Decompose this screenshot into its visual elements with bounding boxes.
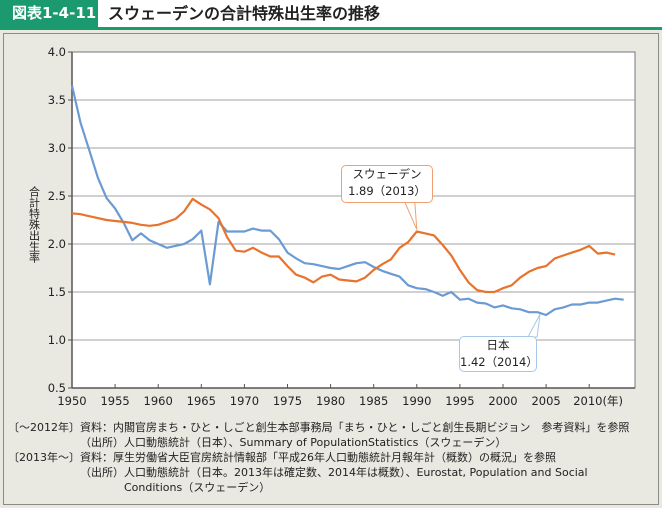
callout-sweden-label: スウェーデン xyxy=(352,167,422,181)
callout-japan-value: 1.42（2014） xyxy=(460,355,538,369)
y-axis-ticks: 4.0 3.5 3.0 2.5 2.0 1.5 1.0 0.5 xyxy=(48,45,73,395)
x-tick-label: 1985 xyxy=(359,394,388,408)
x-tick-label: 1975 xyxy=(273,394,302,408)
figure-title: スウェーデンの合計特殊出生率の推移 xyxy=(108,4,381,23)
sweden-line xyxy=(71,197,616,294)
x-tick-label: 1965 xyxy=(187,394,216,408)
x-tick-label: 1970 xyxy=(230,394,259,408)
figure-header: 図表1-4-11 スウェーデンの合計特殊出生率の推移 xyxy=(0,0,662,30)
y-tick-label: 1.5 xyxy=(48,285,66,299)
x-tick-label: 1960 xyxy=(144,394,173,408)
x-tick-label: 1990 xyxy=(402,394,431,408)
series-lines xyxy=(70,85,624,317)
x-tick-label: 1955 xyxy=(100,394,129,408)
x-tick-label: 1995 xyxy=(445,394,474,408)
y-tick-label: 4.0 xyxy=(48,45,66,59)
y-tick-label: 3.5 xyxy=(48,93,66,107)
x-tick-label: 2000 xyxy=(488,394,517,408)
callout-japan: 日本 1.42（2014） xyxy=(459,336,538,372)
callout-sweden-value: 1.89（2013） xyxy=(348,184,426,198)
y-tick-label: 2.5 xyxy=(48,189,66,203)
japan-line xyxy=(70,85,624,317)
x-axis-ticks: 1950 1955 1960 1965 1970 1975 1980 1985 1990 1995… xyxy=(57,384,635,408)
y-axis-label: 合計特殊出生率 xyxy=(28,185,41,264)
y-tick-label: 3.0 xyxy=(48,141,66,155)
callout-sweden: スウェーデン 1.89（2013） xyxy=(341,165,433,203)
y-tick-label: 0.5 xyxy=(48,381,66,395)
x-tick-label: 1950 xyxy=(57,394,86,408)
x-tick-label: 1980 xyxy=(316,394,345,408)
y-tick-label: 2.0 xyxy=(48,237,66,251)
plot-area xyxy=(71,51,636,389)
x-tick-label: 2010(年) xyxy=(573,394,623,408)
y-tick-label: 1.0 xyxy=(48,333,66,347)
x-tick-label: 2005 xyxy=(531,394,560,408)
callout-japan-label: 日本 xyxy=(486,338,510,352)
fertility-rate-chart: 4.0 3.5 3.0 2.5 2.0 1.5 1.0 0.5 1950 1955 1960 196… xyxy=(28,45,636,408)
figure-number: 図表1-4-11 xyxy=(0,0,98,27)
